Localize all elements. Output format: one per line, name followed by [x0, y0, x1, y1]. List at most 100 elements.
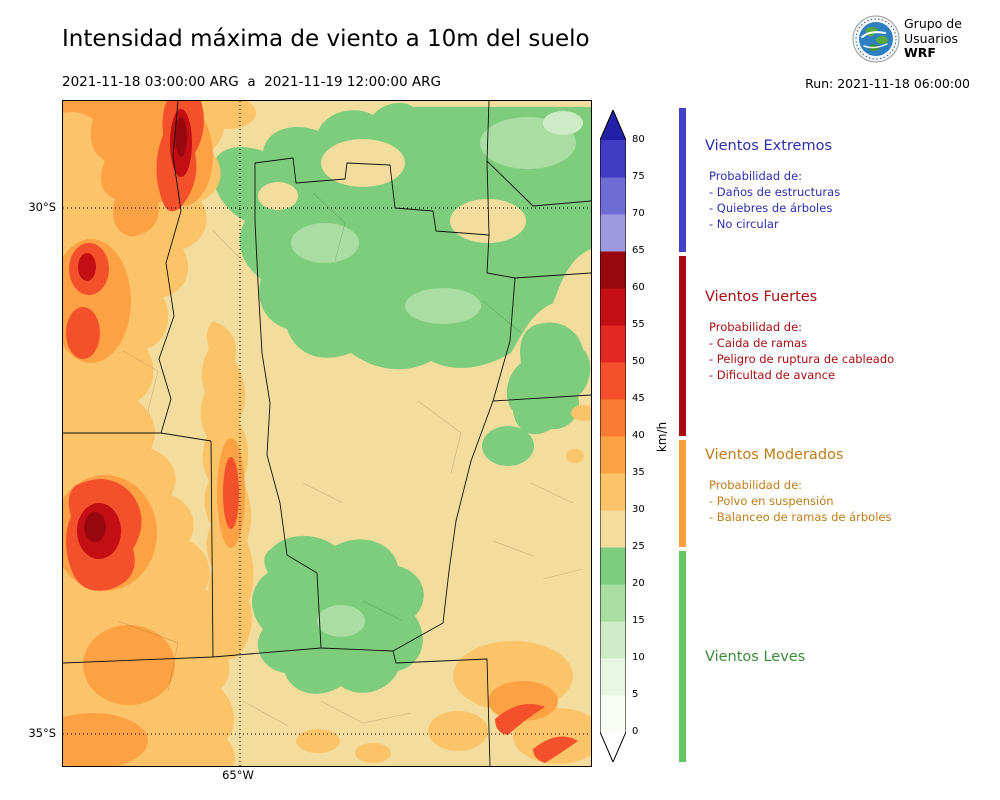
- legend-line: - Polvo en suspensión: [709, 494, 834, 508]
- colorbar-segment-35-40: [600, 436, 626, 474]
- colorbar-segment-55-60: [600, 288, 626, 326]
- legend-line: - Daños de estructuras: [709, 185, 841, 199]
- colorbar-tick-label-55: 55: [632, 319, 645, 330]
- wind-region-darkred: [78, 253, 96, 281]
- wind-region-orange: [571, 405, 595, 421]
- colorbar-segment-15-20: [600, 584, 626, 622]
- wind-region-red: [223, 457, 239, 529]
- colorbar-segment-0-5: [600, 695, 626, 733]
- colorbar-tick-label-70: 70: [632, 208, 645, 219]
- legend-title-leves: Vientos Leves: [705, 649, 806, 665]
- legend-line: - Quiebres de árboles: [709, 201, 833, 215]
- wind-region-lightgreen: [405, 288, 481, 324]
- legend-line: Probabilidad de:: [709, 169, 803, 183]
- colorbar-segment-25-30: [600, 510, 626, 548]
- colorbar-tick-label-40: 40: [632, 430, 645, 441]
- legend-section-extremos: Vientos Extremos Probabilidad de: - Daño…: [705, 138, 945, 232]
- wind-region-green-east: [482, 426, 534, 466]
- logo-line-1: Grupo de: [904, 16, 962, 31]
- colorbar-segment-65-70: [600, 214, 626, 252]
- colorbar-segment-75-80: [600, 140, 626, 178]
- colorbar-tick-label-30: 30: [632, 504, 645, 515]
- accent-bar-moderados: [679, 440, 686, 547]
- wind-region-green-east: [506, 322, 591, 435]
- colorbar-tick-label-0: 0: [632, 726, 639, 737]
- wind-region-red: [495, 703, 545, 735]
- colorbar-over-arrow: [600, 110, 626, 140]
- colorbar-segment-20-25: [600, 547, 626, 585]
- legend-line: - Balanceo de ramas de árboles: [709, 510, 892, 524]
- colorbar-bar: [599, 108, 627, 764]
- colorbar-segment-45-50: [600, 362, 626, 400]
- colorbar-tick-label-35: 35: [632, 467, 645, 478]
- colorbar-tick-label-65: 65: [632, 245, 645, 256]
- wind-region-orange: [428, 711, 488, 751]
- legend-title-extremos: Vientos Extremos: [705, 138, 833, 154]
- wind-region-deeporange: [83, 625, 175, 705]
- page-title: Intensidad máxima de viento a 10m del su…: [62, 26, 590, 52]
- colorbar-under-arrow: [600, 732, 626, 762]
- legend-line: - No circular: [709, 217, 779, 231]
- wind-region-orange: [566, 449, 584, 463]
- map-province-borders: [62, 100, 592, 767]
- colorbar-segment-60-65: [600, 251, 626, 289]
- legend-section-leves: Vientos Leves: [705, 649, 945, 679]
- accent-bar-fuertes: [679, 256, 686, 436]
- accent-bar-leves: [679, 551, 686, 762]
- colorbar-tick-label-20: 20: [632, 578, 645, 589]
- colorbar-segment-70-75: [600, 177, 626, 215]
- wind-region-khaki-hole: [450, 199, 526, 243]
- logo-line-2: Usuarios: [904, 30, 959, 46]
- colorbar-segment-30-35: [600, 473, 626, 511]
- legend-line: - Caida de ramas: [709, 336, 808, 350]
- colorbar-ticks: 0 5 10 15 20 25 30 35 40 45 50 55 60 65 70 75 80: [632, 110, 662, 765]
- colorbar-tick-label-25: 25: [632, 541, 645, 552]
- wind-region-khaki-hole: [321, 139, 405, 187]
- legend-line: Probabilidad de:: [709, 478, 803, 492]
- model-run-label: Run: 2021-11-18 06:00:00: [805, 76, 970, 91]
- legend-line: Probabilidad de:: [709, 320, 803, 334]
- logo-line-3: WRF: [904, 45, 936, 60]
- colorbar-tick-label-60: 60: [632, 282, 645, 293]
- legend-section-moderados: Vientos Moderados Probabilidad de: - Pol…: [705, 447, 945, 525]
- lon-label-65w: 65°W: [222, 768, 254, 782]
- colorbar-segment-40-45: [600, 399, 626, 437]
- colorbar-unit-label: km/h: [655, 421, 669, 453]
- map-frame: [38, 97, 603, 769]
- wind-region-orange: [355, 743, 391, 763]
- colorbar-tick-label-15: 15: [632, 615, 645, 626]
- wind-region-darkest-red: [84, 512, 106, 542]
- wind-region-red: [66, 307, 100, 359]
- forecast-period: 2021-11-18 03:00:00 ARG a 2021-11-19 12:…: [62, 74, 441, 90]
- map-department-borders: [117, 192, 584, 727]
- accent-bar-extremos: [679, 108, 686, 252]
- colorbar-segments: [600, 140, 626, 733]
- wind-region-lightgreen: [291, 223, 359, 263]
- colorbar-tick-label-80: 80: [632, 134, 645, 145]
- lat-label-30s: 30°S: [28, 200, 56, 214]
- map-graticule: [63, 101, 591, 766]
- wind-region-orange: [296, 729, 340, 753]
- legend-line: - Dificultad de avance: [709, 368, 836, 382]
- colorbar: 0 5 10 15 20 25 30 35 40 45 50 55 60 65 70 75 80: [599, 108, 670, 765]
- wind-region-palegreen: [543, 111, 583, 135]
- colorbar-segment-5-10: [600, 658, 626, 696]
- wind-region-deeporange: [38, 713, 148, 769]
- legend-title-fuertes: Vientos Fuertes: [705, 289, 818, 305]
- wind-region-red: [533, 736, 578, 763]
- colorbar-tick-label-10: 10: [632, 652, 645, 663]
- colorbar-tick-label-50: 50: [632, 356, 645, 367]
- wrf-logo-globe-icon: [852, 15, 900, 63]
- colorbar-tick-label-45: 45: [632, 393, 645, 404]
- wind-region-deeporange: [488, 681, 558, 721]
- wind-intensity-map: [38, 97, 603, 769]
- legend-title-moderados: Vientos Moderados: [705, 447, 844, 463]
- wind-region-lightgreen: [317, 605, 365, 637]
- wrf-logo-text: Grupo de Usuarios WRF: [904, 16, 962, 61]
- legend-section-fuertes: Vientos Fuertes Probabilidad de: - Caida…: [705, 289, 945, 383]
- colorbar-segment-10-15: [600, 621, 626, 659]
- wind-region-khaki-hole: [258, 182, 298, 210]
- wind-region-orange: [200, 97, 256, 129]
- colorbar-tick-label-5: 5: [632, 689, 639, 700]
